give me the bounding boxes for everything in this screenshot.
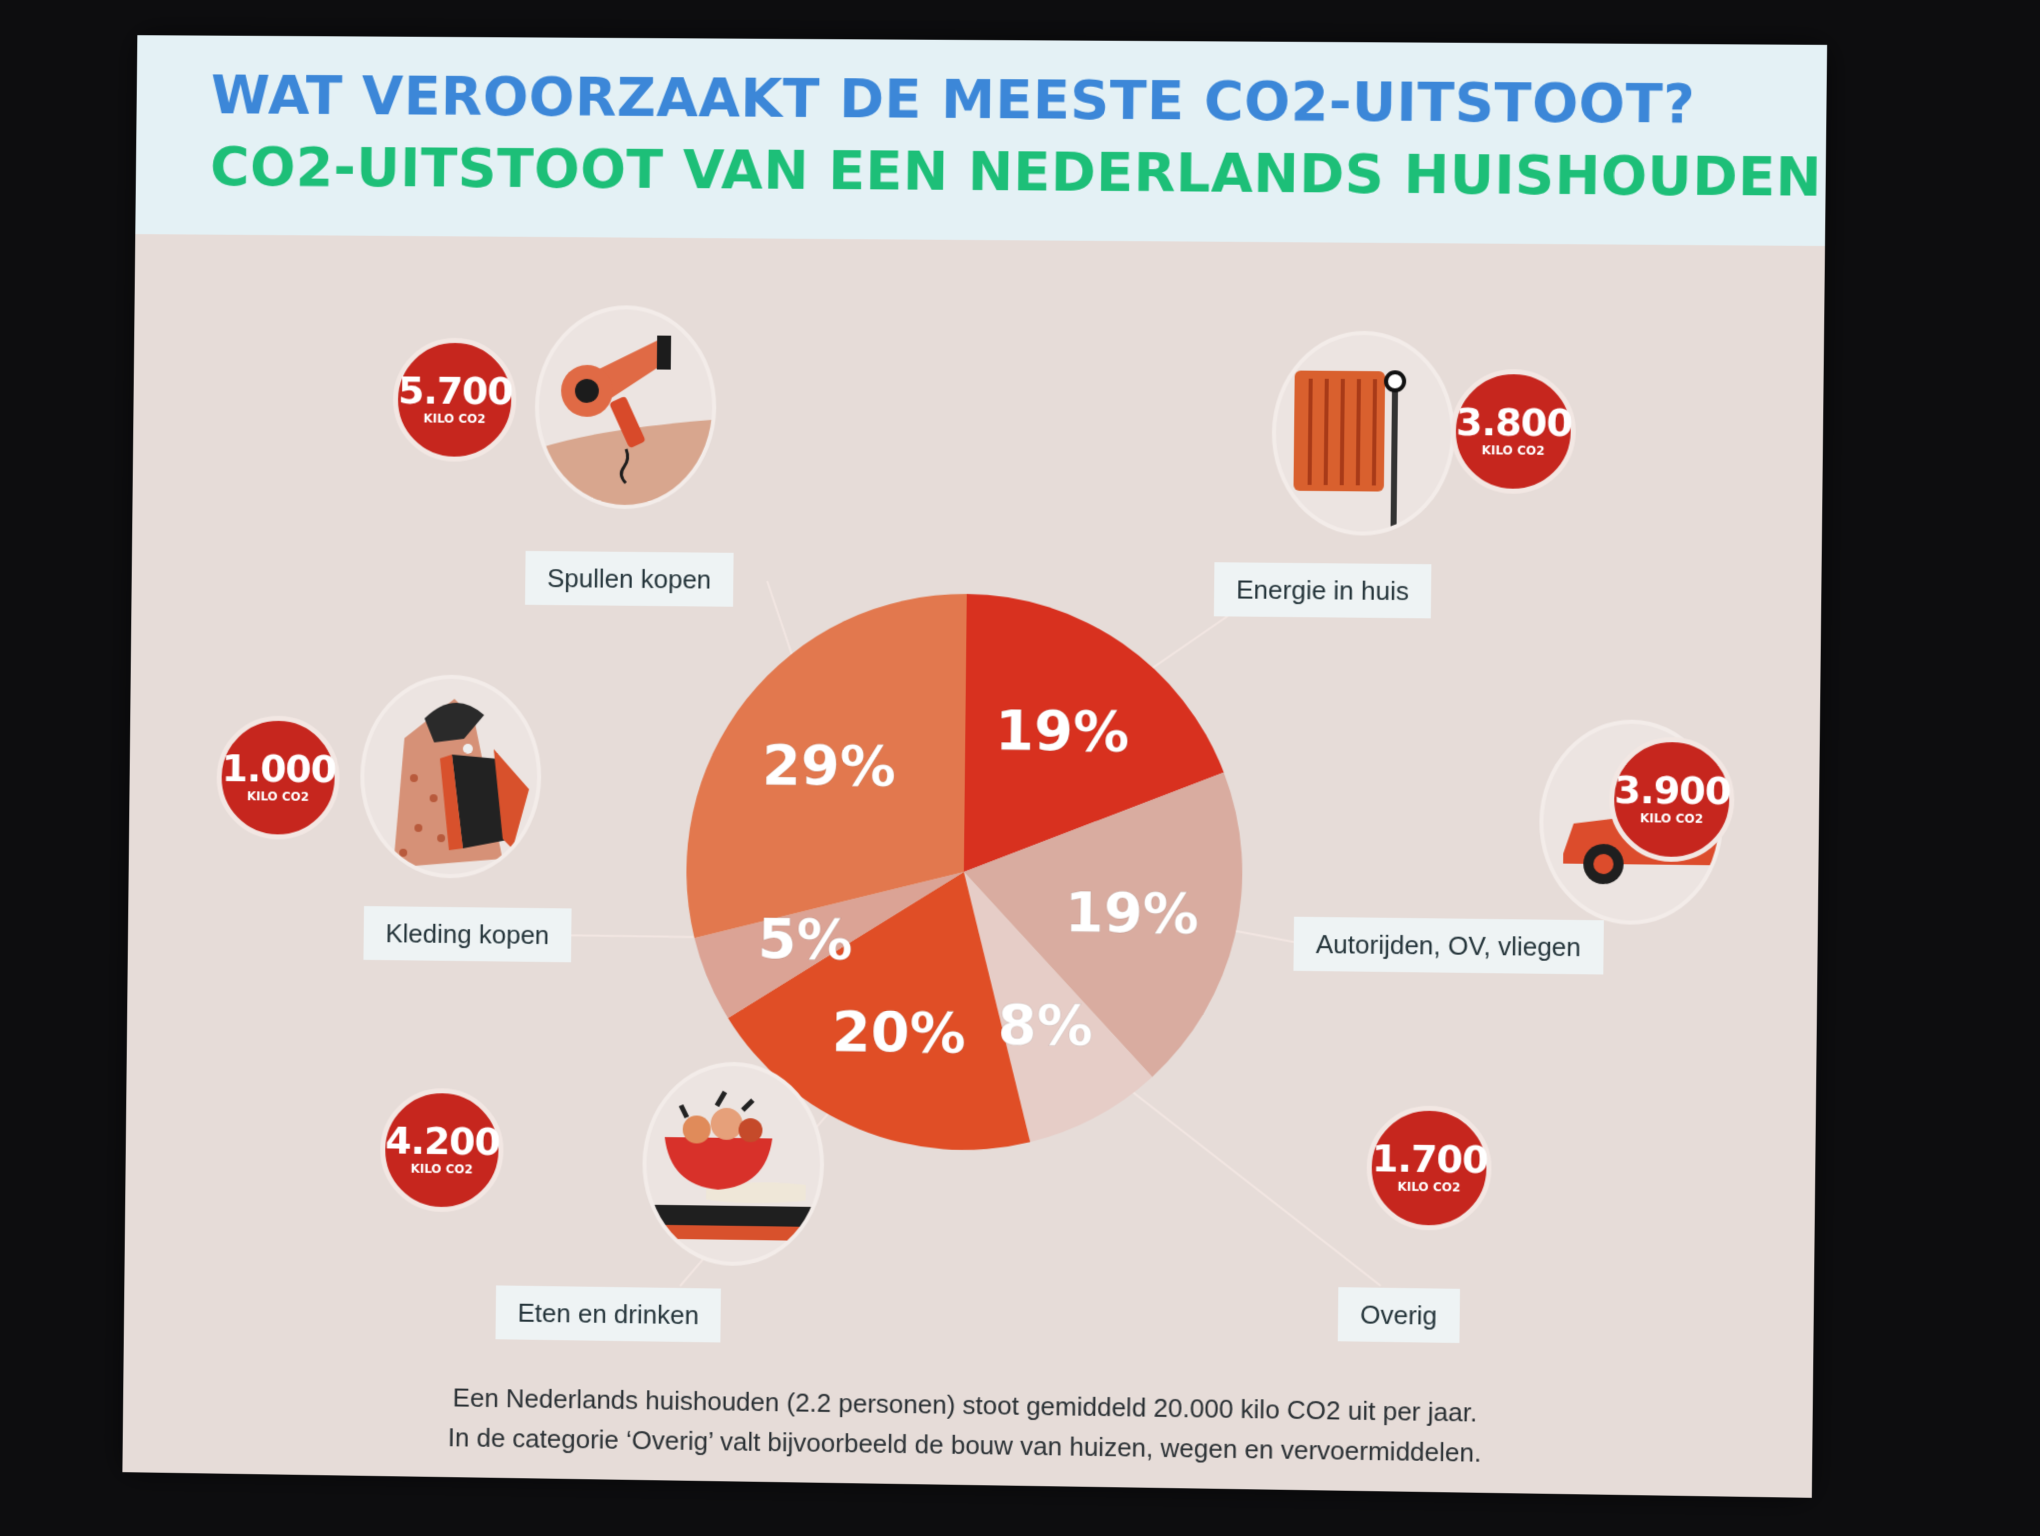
- category-label-autorijden: Autorijden, OV, vliegen: [1293, 917, 1603, 975]
- kilo-value: 1.700: [1372, 1138, 1487, 1180]
- percent-label: 19%: [1064, 880, 1199, 947]
- badge-overig: 1.700 KILO CO2: [1366, 1105, 1492, 1231]
- kilo-value: 3.800: [1456, 402, 1571, 443]
- infographic-slide: WAT VEROORZAAKT DE MEESTE CO2-UITSTOOT? …: [122, 35, 1827, 1498]
- clothing-icon: [359, 674, 542, 879]
- category-label-kleding-kopen: Kleding kopen: [363, 906, 571, 962]
- percent-label: 20%: [832, 999, 967, 1066]
- percent-label: 19%: [995, 699, 1130, 766]
- percent-label: 5%: [757, 907, 853, 973]
- hair-dryer-icon: [534, 305, 717, 510]
- food-bowl-icon: [641, 1061, 825, 1267]
- category-label-eten-en-drinken: Eten en drinken: [495, 1285, 721, 1342]
- percent-label: 8%: [997, 992, 1093, 1058]
- badge-kleding-kopen: 1.000 KILO CO2: [216, 715, 340, 840]
- radiator-icon: [1271, 330, 1456, 536]
- category-label-energie-in-huis: Energie in huis: [1214, 562, 1432, 618]
- kilo-value: 4.200: [385, 1121, 499, 1162]
- percent-label: 29%: [762, 733, 896, 800]
- kilo-value: 5.700: [398, 370, 512, 411]
- category-label-overig: Overig: [1338, 1287, 1460, 1343]
- badge-spullen-kopen: 5.700 KILO CO2: [392, 338, 516, 463]
- badge-autorijden: 3.900 KILO CO2: [1609, 737, 1735, 863]
- kilo-value: 3.900: [1614, 770, 1729, 811]
- category-label-spullen-kopen: Spullen kopen: [525, 551, 733, 607]
- kilo-value: 1.000: [222, 748, 335, 789]
